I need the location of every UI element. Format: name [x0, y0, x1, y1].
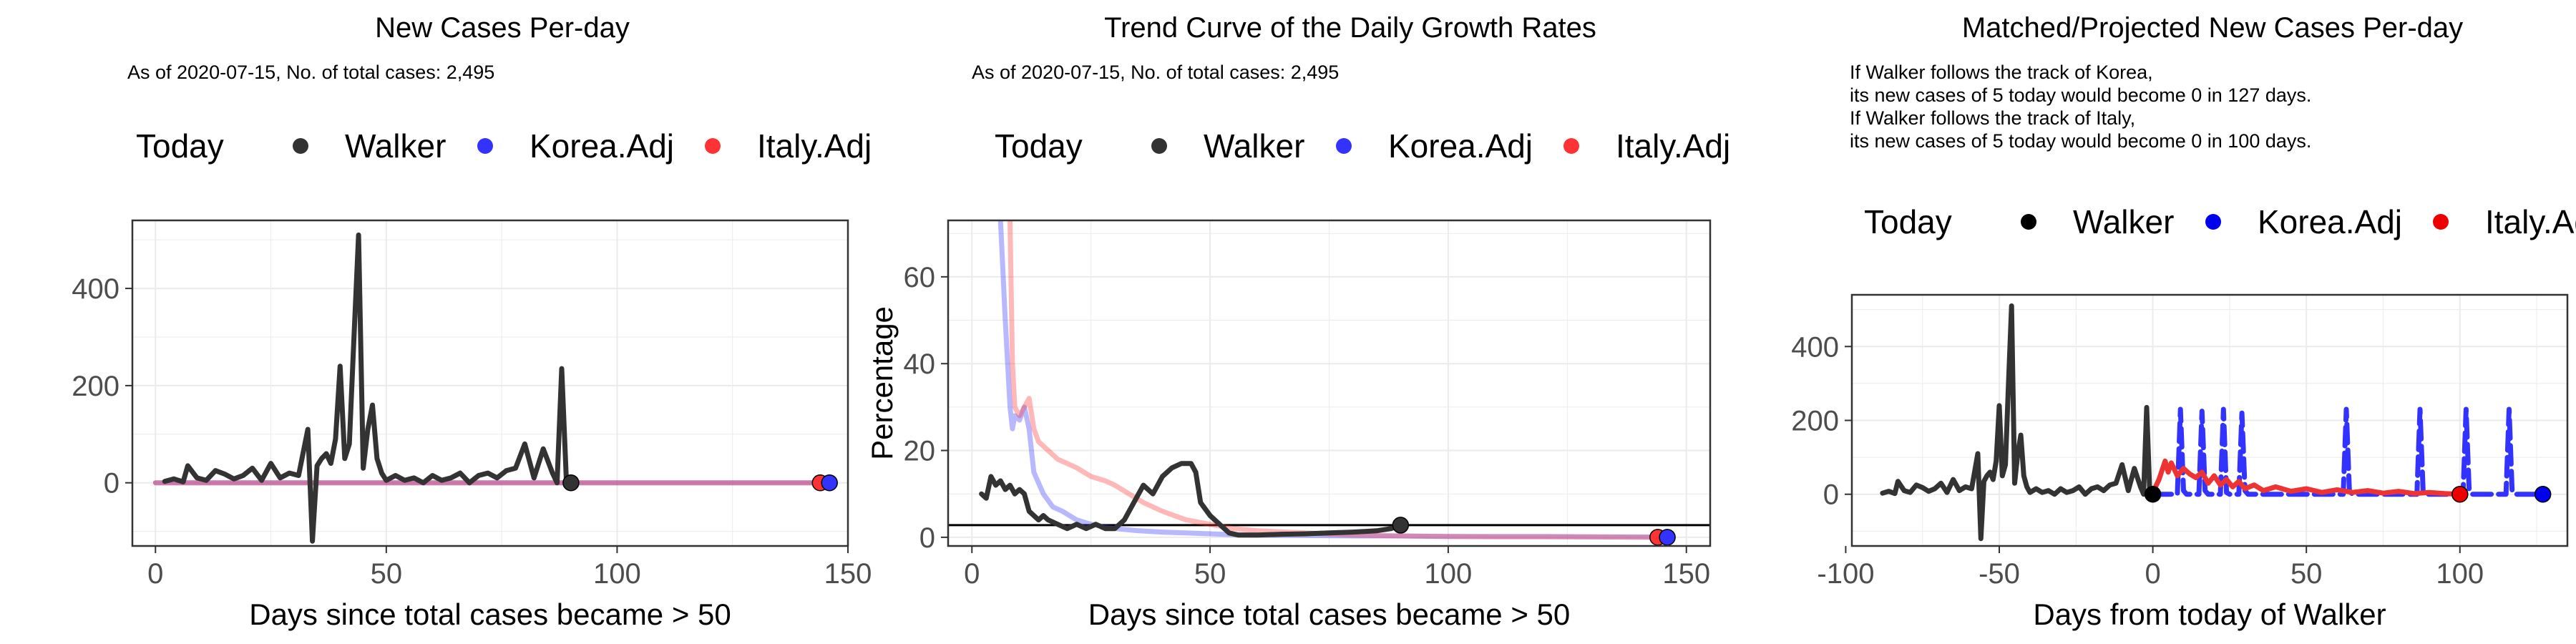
legend-marker	[1563, 138, 1579, 154]
x-tick-label: 100	[1425, 558, 1473, 590]
legend-marker	[1336, 138, 1352, 154]
y-tick-label: 400	[1791, 331, 1839, 363]
x-tick-label: -50	[1979, 558, 2020, 590]
x-tick-label: 100	[2436, 558, 2484, 590]
chart-title: Trend Curve of the Daily Growth Rates	[1104, 12, 1596, 44]
x-tick-label: 100	[593, 558, 641, 590]
legend-marker	[2433, 214, 2449, 230]
legend-label: Italy.Adj	[2485, 203, 2576, 240]
chart-subtitle: As of 2020-07-15, No. of total cases: 2,…	[127, 62, 494, 83]
chart-subtitle: If Walker follows the track of Italy,	[1850, 107, 2135, 129]
gridlines	[132, 220, 849, 546]
chart-panel-1: New Cases Per-day As of 2020-07-15, No. o…	[72, 12, 872, 631]
y-tick-label: 60	[904, 262, 936, 293]
legend-marker	[477, 138, 493, 154]
legend-title: Today	[995, 127, 1083, 165]
x-tick-label: 50	[2290, 558, 2323, 590]
plot-area	[947, 219, 1712, 547]
legend-label: Walker	[345, 127, 446, 165]
plot-area	[131, 219, 849, 547]
series-group	[152, 232, 832, 544]
legend: Today Walker Korea.Adj Italy.Adj	[1864, 203, 2576, 240]
legend-marker	[2021, 214, 2036, 230]
today-point-walker	[562, 474, 580, 492]
y-tick-label: 200	[72, 371, 119, 402]
legend-label: Korea.Adj	[2258, 203, 2402, 240]
chart-subtitle: If Walker follows the track of Korea,	[1850, 62, 2153, 83]
chart-panel-2: Trend Curve of the Daily Growth Rates As …	[865, 12, 1730, 631]
plot-border	[947, 219, 1712, 547]
x-axis: -100 -50 0 50 100	[1817, 546, 2484, 590]
gridlines	[948, 220, 1710, 546]
gridlines	[1852, 295, 2567, 546]
series-line-korea-adj	[2150, 406, 2546, 497]
today-point-korea-adj	[821, 474, 838, 492]
y-tick-label: 20	[904, 436, 936, 467]
x-axis: 0 50 100 150	[964, 546, 1710, 590]
legend-marker	[1151, 138, 1167, 154]
x-tick-label: 50	[1194, 558, 1226, 590]
legend-label: Korea.Adj	[530, 127, 674, 165]
y-tick-label: 40	[904, 348, 936, 380]
chart-subtitle: its new cases of 5 today would become 0 …	[1850, 130, 2311, 152]
chart-title: Matched/Projected New Cases Per-day	[1962, 12, 2463, 44]
x-axis: 0 50 100 150	[147, 546, 872, 590]
y-tick-label: 0	[919, 522, 935, 554]
series-line-walker	[162, 232, 574, 544]
today-point-korea-adj	[2534, 485, 2552, 503]
x-tick-label: 0	[2145, 558, 2160, 590]
legend-marker	[2205, 214, 2221, 230]
x-axis-title: Days from today of Walker	[2033, 597, 2386, 631]
legend: Today Walker Korea.Adj Italy.Adj	[995, 127, 1730, 165]
plot-area	[1850, 293, 2569, 547]
x-axis-title: Days since total cases became > 50	[249, 597, 731, 631]
chart-subtitle: As of 2020-07-15, No. of total cases: 2,…	[972, 62, 1339, 83]
y-tick-label: 200	[1791, 406, 1839, 437]
series-line-italy-adj	[2150, 458, 2463, 497]
series-group	[1880, 303, 2546, 542]
legend-marker	[705, 138, 721, 154]
today-point-korea-adj	[1659, 529, 1676, 546]
x-tick-label: -100	[1817, 558, 1874, 590]
y-axis-title: Percentage	[865, 306, 899, 460]
chart-title: New Cases Per-day	[375, 12, 630, 44]
y-tick-label: 0	[104, 468, 119, 499]
x-tick-label: 150	[824, 558, 872, 590]
today-point-walker	[1392, 517, 1410, 534]
legend-label: Walker	[1204, 127, 1304, 165]
legend-label: Italy.Adj	[757, 127, 872, 165]
x-axis-title: Days since total cases became > 50	[1088, 597, 1571, 631]
legend-title: Today	[1864, 203, 1952, 240]
series-line-walker	[979, 461, 1403, 538]
series-line-walker	[1880, 303, 2156, 542]
x-tick-label: 0	[964, 558, 980, 590]
chart-panel-3: Matched/Projected New Cases Per-day If Wa…	[1791, 12, 2576, 631]
x-tick-label: 50	[371, 558, 403, 590]
legend-label: Walker	[2073, 203, 2174, 240]
legend-label: Korea.Adj	[1388, 127, 1533, 165]
series-line-italy-adj	[1008, 220, 1661, 540]
legend-title: Today	[136, 127, 224, 165]
chart-subtitle: its new cases of 5 today would become 0 …	[1850, 84, 2311, 106]
today-point-walker	[2144, 485, 2162, 503]
legend-marker	[293, 138, 308, 154]
plot-background	[132, 220, 848, 546]
legend-label: Italy.Adj	[1616, 127, 1730, 165]
plot-border	[131, 219, 849, 547]
y-axis: 0 200 400	[1791, 331, 1852, 511]
y-axis: 0 20 40 60	[904, 262, 948, 554]
legend: Today Walker Korea.Adj Italy.Adj	[136, 127, 872, 165]
y-tick-label: 0	[1823, 479, 1839, 511]
today-point-italy-adj	[2451, 485, 2469, 503]
x-tick-label: 0	[147, 558, 163, 590]
y-axis: 0 200 400	[72, 273, 132, 499]
y-tick-label: 400	[72, 273, 119, 305]
series-group	[979, 220, 1670, 540]
x-tick-label: 150	[1662, 558, 1710, 590]
